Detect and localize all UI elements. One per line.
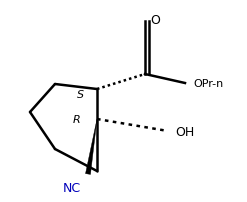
Text: OPr-n: OPr-n xyxy=(193,79,223,88)
Text: O: O xyxy=(150,14,160,27)
Text: S: S xyxy=(76,89,83,100)
Polygon shape xyxy=(85,119,97,175)
Text: NC: NC xyxy=(63,181,81,194)
Text: OH: OH xyxy=(175,125,194,138)
Text: R: R xyxy=(73,115,81,124)
